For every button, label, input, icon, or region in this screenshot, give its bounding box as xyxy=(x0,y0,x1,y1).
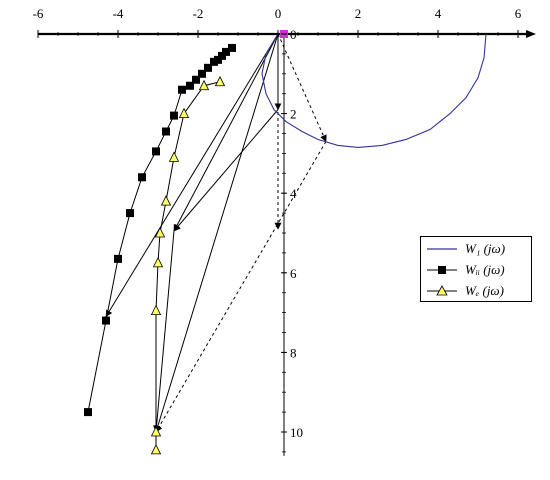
x-tick-label: -2 xyxy=(193,6,204,21)
data-point-wii xyxy=(126,209,134,218)
vector-arrow xyxy=(153,230,175,433)
y-tick-label: 6 xyxy=(290,266,297,281)
y-tick-label: 0 xyxy=(290,27,297,42)
data-point-we xyxy=(160,195,172,206)
series-line-w1 xyxy=(261,33,487,148)
data-point-wii xyxy=(222,47,230,56)
legend-item-we: Wₑ (jω) xyxy=(425,281,529,301)
series-layer xyxy=(84,30,487,455)
legend-label-we: Wₑ (jω) xyxy=(465,283,504,298)
data-point-wii xyxy=(186,81,194,90)
y-tick-label: 10 xyxy=(290,425,303,440)
data-point-we xyxy=(178,107,190,118)
vector-arrow xyxy=(277,33,327,143)
x-tick-label: -6 xyxy=(33,6,44,21)
legend-label-w1: W₁ (jω) xyxy=(465,241,506,256)
data-point-wii xyxy=(204,63,212,72)
data-point-wii xyxy=(178,85,186,94)
data-point-we xyxy=(214,75,226,87)
vector-arrow xyxy=(105,33,279,318)
legend-swatch-triangle xyxy=(427,285,457,296)
data-point-wii xyxy=(228,43,236,52)
data-point-we xyxy=(152,256,164,268)
legend-label-wii: Wᵢᵢ (jω) xyxy=(465,262,505,277)
data-point-wii xyxy=(114,254,122,263)
vector-arrow xyxy=(154,33,279,433)
ticks-layer: -6 -4 -2 0 2 4 6 0 2 4 6 8 10 xyxy=(33,6,522,453)
data-point-we xyxy=(198,79,210,91)
y-tick-label: 2 xyxy=(290,107,297,122)
data-point-we xyxy=(150,304,162,316)
data-point-wii xyxy=(198,69,206,78)
x-tick-label: 4 xyxy=(435,6,442,21)
vector-arrow xyxy=(155,141,327,433)
x-tick-label: 0 xyxy=(275,6,282,21)
data-point-we xyxy=(154,227,166,238)
y-tick-label: 8 xyxy=(290,345,297,360)
vector-arrow xyxy=(173,109,279,232)
data-point-wii xyxy=(162,127,170,136)
legend: W₁ (jω) Wᵢᵢ (jω) Wₑ (jω) xyxy=(420,236,532,302)
data-point-wii xyxy=(170,111,178,120)
data-point-wii xyxy=(152,147,160,156)
data-point-we xyxy=(168,151,180,162)
y-tick-label: 4 xyxy=(290,186,297,201)
data-point-wii xyxy=(84,408,92,417)
x-tick-label: 2 xyxy=(355,6,362,21)
data-point-we xyxy=(150,444,162,455)
legend-swatch-line xyxy=(427,248,457,250)
x-tick-label: -4 xyxy=(113,6,124,21)
vector-arrow xyxy=(173,33,279,232)
legend-item-w1: W₁ (jω) xyxy=(425,239,529,259)
vectors-layer xyxy=(105,33,327,433)
series-line-we xyxy=(155,81,221,450)
legend-item-wii: Wᵢᵢ (jω) xyxy=(425,260,529,280)
data-point-wii xyxy=(138,173,146,182)
data-point-we xyxy=(150,426,162,437)
x-tick-label: 6 xyxy=(515,6,522,21)
data-point-wii xyxy=(192,75,200,84)
legend-swatch-square xyxy=(427,266,457,274)
data-point-wii xyxy=(102,316,110,325)
x-axis-arrowhead xyxy=(526,30,536,38)
